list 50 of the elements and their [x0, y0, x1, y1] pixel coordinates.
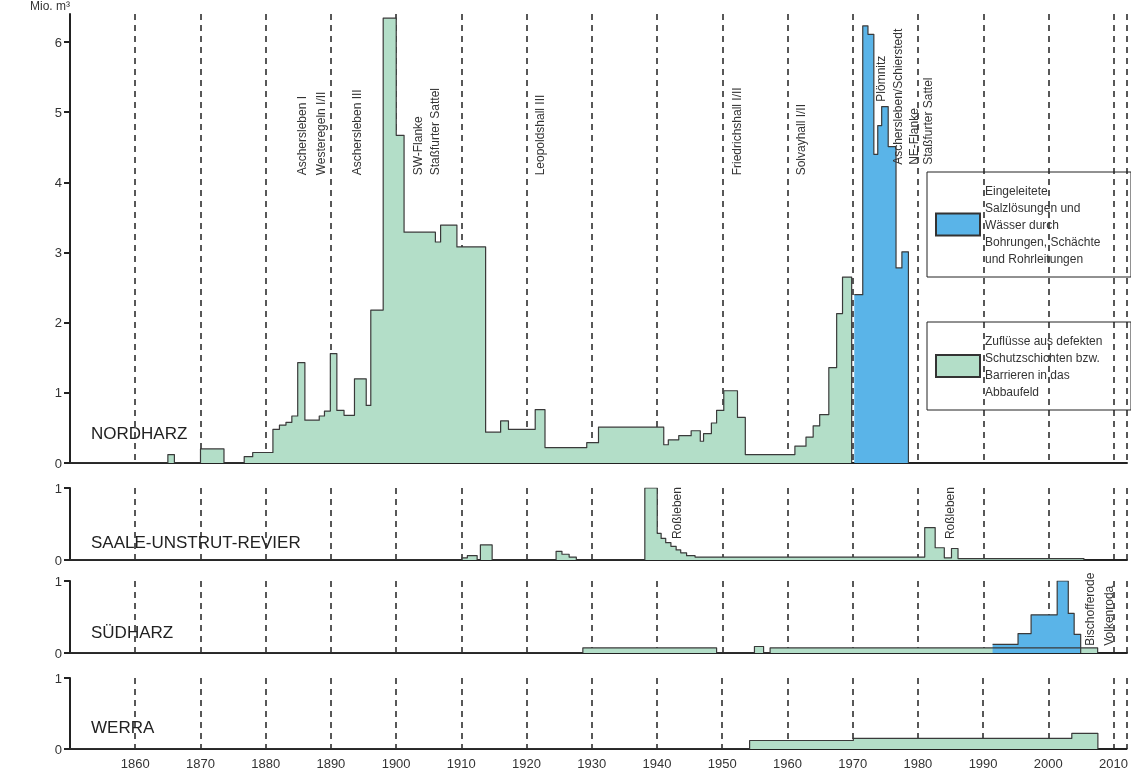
annotation: Roßleben	[669, 487, 684, 540]
x-tick-label: 1900	[381, 756, 411, 771]
x-tick-label: 1970	[838, 756, 868, 771]
y-tick-label: 1	[54, 480, 62, 496]
annotation: Volkenroda	[1101, 585, 1116, 646]
annotation: Aschersleben I	[294, 95, 309, 176]
annotation: NE-Flanke	[906, 107, 921, 165]
annotation: Bischofferode	[1082, 572, 1097, 646]
annotation: SW-Flanke	[410, 115, 425, 176]
y-tick-label: 0	[54, 645, 62, 661]
y-tick-label: 5	[54, 104, 62, 120]
y-tick-label: 4	[54, 174, 62, 190]
text: WERRA	[91, 718, 155, 737]
annotation: Staßfurter Sattel	[921, 77, 935, 165]
y-tick-label: 0	[54, 741, 62, 757]
x-tick-label: 1990	[968, 756, 998, 771]
annotation: Aschersleben/Schierstedt	[890, 28, 905, 165]
x-tick-label: 1890	[316, 756, 346, 771]
x-tick-label: 1930	[577, 756, 607, 771]
x-tick-label: 2000	[1033, 756, 1063, 771]
y-tick-label: 1	[54, 385, 62, 401]
text: SAALE-UNSTRUT-REVIER	[91, 533, 301, 552]
annotation: Roßleben	[943, 487, 958, 540]
x-tick-label: 1920	[512, 756, 542, 771]
x-tick-label: 1910	[446, 756, 476, 771]
x-tick-label: 1960	[772, 756, 802, 771]
x-tick-label: 1950	[707, 756, 737, 771]
annotation: Plömnitz	[874, 55, 889, 102]
text: SÜDHARZ	[91, 623, 174, 642]
y-tick-label: 0	[54, 455, 62, 471]
y-tick-label: 1	[54, 573, 62, 589]
annotation: Leopoldshall III	[532, 94, 547, 176]
y-tick-label: 1	[54, 670, 62, 686]
y-tick-label: 0	[54, 552, 62, 568]
annotation: Friedrichshall I/II	[729, 87, 744, 176]
annotation: Staßfurter Sattel	[428, 87, 443, 176]
annotation: Solvayhall I/II	[794, 103, 809, 176]
x-tick-label: 2010	[1099, 756, 1128, 771]
y-axis-title: Mio. m³	[30, 0, 70, 13]
x-tick-label: 1870	[185, 756, 215, 771]
annotation: Westeregeln I/II	[314, 91, 329, 176]
annotation: Aschersleben III	[350, 89, 365, 176]
y-tick-label: 2	[54, 315, 62, 331]
x-tick-label: 1860	[120, 756, 150, 771]
text: NORDHARZ	[91, 424, 188, 443]
y-tick-label: 6	[54, 34, 62, 50]
x-tick-label: 1980	[903, 756, 933, 771]
x-tick-label: 1880	[251, 756, 281, 771]
x-tick-label: 1940	[642, 756, 672, 771]
y-tick-label: 3	[54, 245, 62, 261]
